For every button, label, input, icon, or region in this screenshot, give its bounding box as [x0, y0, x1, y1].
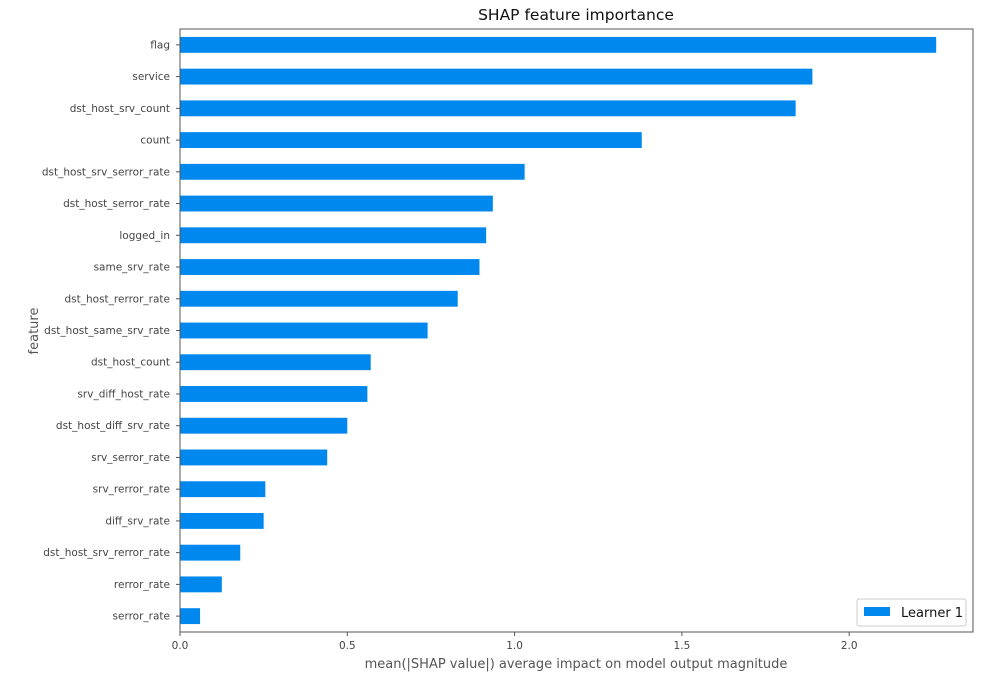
bar-serror_rate — [180, 608, 201, 625]
x-tick-label: 0.5 — [339, 640, 356, 652]
y-tick-label: dst_host_serror_rate — [63, 198, 170, 210]
legend: Learner 1 — [856, 598, 967, 627]
x-axis-label: mean(|SHAP value|) average impact on mod… — [365, 657, 788, 672]
y-tick-label: srv_diff_host_rate — [77, 388, 170, 400]
bar-service — [180, 68, 813, 85]
bar-dst_host_srv_rerror_rate — [180, 544, 241, 561]
y-axis-label: feature — [27, 308, 42, 355]
y-tick-label: logged_in — [119, 230, 170, 242]
y-tick-label: serror_rate — [113, 611, 170, 623]
bar-logged_in — [180, 227, 487, 244]
x-tick-label: 1.0 — [506, 640, 523, 652]
bars-group — [180, 36, 937, 625]
bar-srv_rerror_rate — [180, 481, 266, 498]
y-tick-label: same_srv_rate — [94, 262, 170, 274]
bar-dst_host_srv_serror_rate — [180, 163, 525, 180]
y-tick-label: dst_host_diff_srv_rate — [56, 420, 170, 432]
legend-box — [856, 598, 967, 627]
y-tick-label: flag — [150, 39, 170, 51]
y-tick-label: diff_srv_rate — [105, 515, 170, 527]
y-tick-label: rerror_rate — [114, 579, 170, 591]
y-tick-label: dst_host_srv_count — [70, 103, 170, 115]
bar-count — [180, 132, 642, 149]
bar-dst_host_count — [180, 354, 371, 371]
bar-dst_host_diff_srv_rate — [180, 417, 348, 434]
y-tick-label: dst_host_same_srv_rate — [44, 325, 170, 337]
y-tick-label: dst_host_rerror_rate — [64, 293, 170, 305]
legend-label: Learner 1 — [901, 606, 963, 621]
y-tick-label: srv_serror_rate — [91, 452, 170, 464]
y-tick-label: dst_host_srv_serror_rate — [42, 166, 170, 178]
bar-srv_diff_host_rate — [180, 386, 368, 402]
bar-same_srv_rate — [180, 259, 480, 275]
bar-dst_host_rerror_rate — [180, 290, 458, 307]
bar-rerror_rate — [180, 576, 222, 593]
bar-diff_srv_rate — [180, 512, 264, 529]
chart-title: SHAP feature importance — [478, 6, 674, 24]
legend-swatch — [864, 607, 890, 616]
y-tick-label: dst_host_srv_rerror_rate — [43, 547, 170, 559]
y-tick-label: srv_rerror_rate — [93, 484, 170, 496]
x-tick-label: 1.5 — [674, 640, 691, 652]
y-tick-label: count — [140, 135, 170, 147]
bar-flag — [180, 36, 937, 53]
x-tick-label: 0.0 — [172, 640, 189, 652]
bar-srv_serror_rate — [180, 449, 328, 466]
x-ticks: 0.0 0.5 1.0 1.5 2.0 — [172, 632, 858, 652]
bar-dst_host_srv_count — [180, 100, 796, 117]
y-tick-label: service — [132, 71, 170, 83]
y-tick-label: dst_host_count — [91, 357, 170, 369]
x-tick-label: 2.0 — [841, 640, 858, 652]
bar-dst_host_same_srv_rate — [180, 322, 428, 339]
bar-dst_host_serror_rate — [180, 195, 493, 212]
